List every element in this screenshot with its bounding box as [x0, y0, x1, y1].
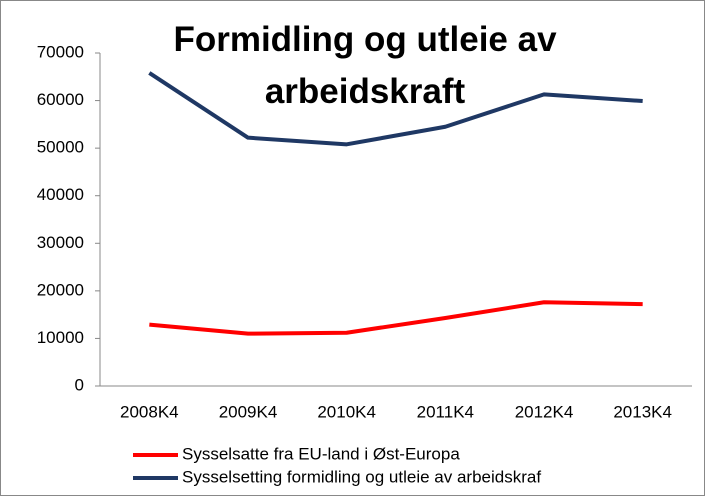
- x-tick-label: 2009K4: [219, 402, 278, 421]
- chart-title: Formidling og utleie av arbeidskraft: [173, 20, 557, 111]
- y-tick-label: 50000: [37, 138, 84, 157]
- y-tick-label: 0: [75, 375, 84, 394]
- legend-label: Sysselsatte fra EU-land i Øst-Europa: [182, 444, 460, 463]
- y-tick-label: 40000: [37, 185, 84, 204]
- x-tick-label: 2008K4: [120, 402, 179, 421]
- series-line: [149, 300, 643, 336]
- series-line: [148, 71, 643, 147]
- y-tick-label: 20000: [37, 280, 84, 299]
- x-tick-label: 2011K4: [417, 402, 474, 421]
- x-tick-label: 2013K4: [613, 402, 672, 421]
- y-tick-label: 60000: [37, 90, 84, 109]
- x-tick-label: 2010K4: [317, 402, 376, 421]
- y-tick-label: 70000: [37, 42, 84, 61]
- y-tick-label: 30000: [37, 233, 84, 252]
- y-tick-label: 10000: [37, 328, 84, 347]
- x-tick-label: 2012K4: [515, 402, 574, 421]
- legend-label: Sysselsetting formidling og utleie av ar…: [182, 467, 541, 486]
